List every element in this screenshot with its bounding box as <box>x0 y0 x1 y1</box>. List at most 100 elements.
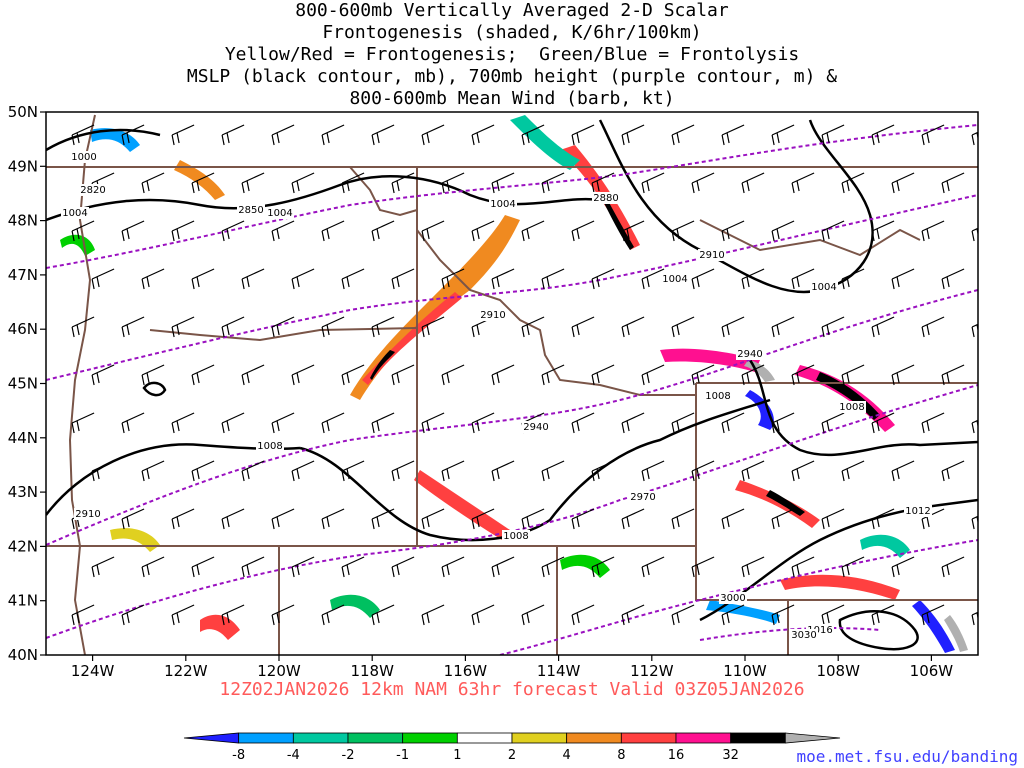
height-label-bg <box>719 592 747 604</box>
wind-barb <box>291 172 315 194</box>
wind-barb <box>291 268 315 290</box>
wind-barb <box>221 220 245 242</box>
wind-barb <box>371 604 395 626</box>
wind-barb <box>971 131 978 146</box>
wind-barb <box>871 604 895 626</box>
wind-barb <box>241 364 265 386</box>
wind-barb <box>741 268 765 290</box>
wind-barb <box>641 172 665 194</box>
mslp-label-bg <box>704 390 732 402</box>
colorbar-swatch <box>511 732 568 744</box>
colorbar-swatch <box>402 732 458 744</box>
wind-barb <box>941 268 965 290</box>
wind-barb <box>841 172 865 194</box>
wind-barb <box>341 268 365 290</box>
mslp-label-bg <box>61 207 89 219</box>
wind-barb <box>971 419 978 434</box>
wind-barb <box>741 556 765 578</box>
forecast-valid-time: 12Z02JAN2026 12km NAM 63hr forecast Vali… <box>219 679 805 700</box>
wind-barb <box>141 268 165 290</box>
wind-barb <box>741 364 765 386</box>
wind-barb <box>571 124 595 146</box>
source-credit[interactable]: moe.met.fsu.edu/banding <box>796 747 1018 766</box>
colorbar-swatch <box>238 732 294 744</box>
wind-barb <box>391 364 415 386</box>
wind-barb <box>771 124 795 146</box>
wind-barb <box>471 604 495 626</box>
lat-tick-label: 42N <box>8 537 38 555</box>
colorbar-swatch <box>347 732 404 744</box>
mslp-label-bg <box>489 198 517 210</box>
wind-barb <box>191 268 215 290</box>
wind-barb <box>571 316 595 338</box>
wind-barb <box>691 460 715 482</box>
wind-barb <box>221 124 245 146</box>
lon-tick-label: 108W <box>816 662 860 680</box>
wind-barb <box>721 508 745 530</box>
wind-barb <box>221 412 245 434</box>
wind-barbs <box>71 124 1014 626</box>
wind-barb <box>471 508 495 530</box>
colorbar-swatch <box>620 732 677 744</box>
colorbar-arrow-left <box>183 732 240 744</box>
wind-barb <box>341 460 365 482</box>
lon-tick-label: 106W <box>910 662 954 680</box>
wind-barb <box>121 124 145 146</box>
mslp-label: 1008 <box>839 402 864 413</box>
height-label-bg <box>522 421 550 433</box>
wind-barb <box>391 556 415 578</box>
mslp-label: 1004 <box>267 208 292 219</box>
wind-barb <box>691 556 715 578</box>
wind-barb <box>291 556 315 578</box>
mslp-label: 1008 <box>257 441 282 452</box>
wind-barb <box>71 412 95 434</box>
wind-barb <box>321 220 345 242</box>
wind-barb <box>271 604 295 626</box>
wind-barb <box>871 412 895 434</box>
wind-barb <box>821 316 845 338</box>
wind-barb <box>291 460 315 482</box>
lon-tick-label: 116W <box>444 662 488 680</box>
height-label-bg <box>736 348 764 360</box>
wind-barb <box>221 316 245 338</box>
colorbar-label: -1 <box>396 748 409 763</box>
wind-barb <box>421 508 445 530</box>
lat-tick-label: 45N <box>8 375 38 393</box>
wind-barb <box>391 172 415 194</box>
wind-barb <box>841 556 865 578</box>
wind-barb <box>191 172 215 194</box>
height-label: 2940 <box>523 422 548 433</box>
wind-barb <box>91 364 115 386</box>
wind-barb <box>641 460 665 482</box>
colorbar-swatch <box>675 732 732 744</box>
height-label-bg <box>592 192 620 204</box>
wind-barb <box>821 604 845 626</box>
wind-barb <box>821 220 845 242</box>
wind-barb <box>421 316 445 338</box>
wind-barb <box>841 364 865 386</box>
wind-barb <box>741 172 765 194</box>
lon-tick-label: 120W <box>257 662 301 680</box>
colorbar-label: -2 <box>342 748 355 763</box>
wind-barb <box>721 220 745 242</box>
wind-barb <box>321 316 345 338</box>
wind-barb <box>421 124 445 146</box>
wind-barb <box>171 412 195 434</box>
wind-barb <box>721 124 745 146</box>
wind-barb <box>121 412 145 434</box>
wind-barb <box>591 460 615 482</box>
wind-barb <box>491 556 515 578</box>
wind-barb <box>992 173 1014 193</box>
wind-barb <box>591 556 615 578</box>
wind-barb <box>921 604 945 626</box>
mslp-label: 1004 <box>490 199 515 210</box>
lat-tick-label: 46N <box>8 320 38 338</box>
wind-barb <box>471 124 495 146</box>
wind-barb <box>121 604 145 626</box>
height-label-bg <box>479 309 507 321</box>
wind-barb <box>921 220 945 242</box>
wind-barb <box>221 604 245 626</box>
mslp-label-bg <box>70 151 98 163</box>
wind-barb <box>71 124 95 146</box>
height-label: 2910 <box>75 509 100 520</box>
